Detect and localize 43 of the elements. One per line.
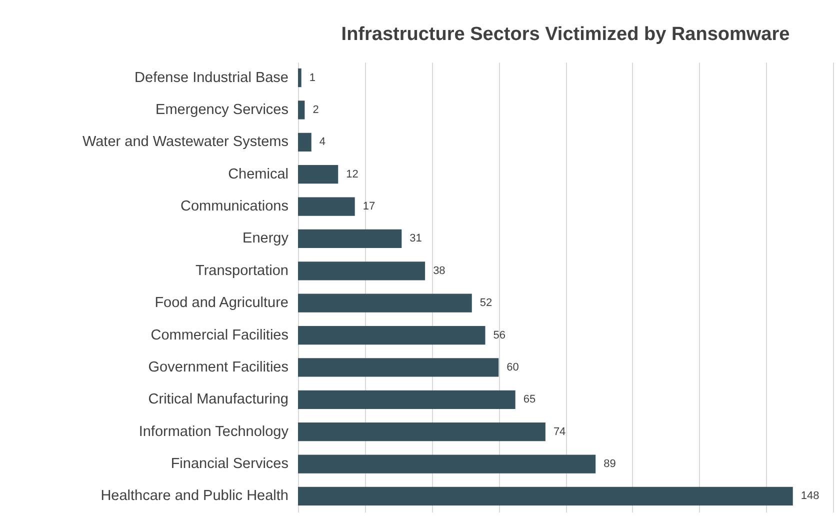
y-tick-label: Commercial Facilities [150, 327, 288, 344]
bar [298, 68, 302, 88]
data-label: 56 [493, 329, 506, 342]
bar [298, 262, 426, 280]
data-label: 60 [506, 361, 519, 374]
bar [298, 100, 305, 120]
y-tick-label: Communications [180, 198, 288, 215]
bar [298, 486, 793, 506]
data-label: 1 [309, 72, 316, 84]
data-label: 74 [553, 426, 566, 438]
data-label: 89 [604, 458, 616, 470]
data-label: 17 [362, 200, 376, 213]
data-label: 2 [312, 104, 319, 116]
data-label: 65 [523, 394, 536, 406]
data-label: 4 [319, 136, 326, 148]
y-tick-label: Healthcare and Public Health [100, 488, 288, 504]
data-label: 31 [410, 232, 422, 245]
bar [298, 326, 486, 345]
y-tick-label: Defense Industrial Base [134, 70, 288, 86]
bar [298, 165, 338, 184]
bar [298, 454, 596, 474]
bar [298, 229, 402, 248]
data-label: 12 [346, 168, 358, 180]
y-tick-label: Emergency Services [156, 102, 288, 118]
bar [298, 422, 546, 442]
y-tick-label: Chemical [228, 166, 288, 182]
y-tick-label: Water and Wastewater Systems [82, 134, 288, 150]
y-tick-label: Energy [242, 230, 290, 247]
data-label: 52 [480, 297, 492, 310]
y-tick-label: Information Technology [138, 424, 290, 440]
bar [298, 294, 472, 312]
data-label: 148 [800, 490, 820, 502]
chart-title: Infrastructure Sectors Victimized by Ransomware [341, 24, 790, 45]
y-tick-label: Transportation [196, 262, 288, 279]
y-tick-label: Financial Services [170, 456, 288, 472]
bar [298, 132, 312, 152]
y-tick-label: Food and Agriculture [154, 295, 288, 312]
bar [298, 197, 355, 216]
data-label: 38 [433, 264, 446, 277]
bar [298, 390, 516, 409]
bar [298, 358, 499, 377]
y-tick-label: Critical Manufacturing [148, 392, 288, 408]
y-tick-label: Government Facilities [148, 359, 288, 376]
